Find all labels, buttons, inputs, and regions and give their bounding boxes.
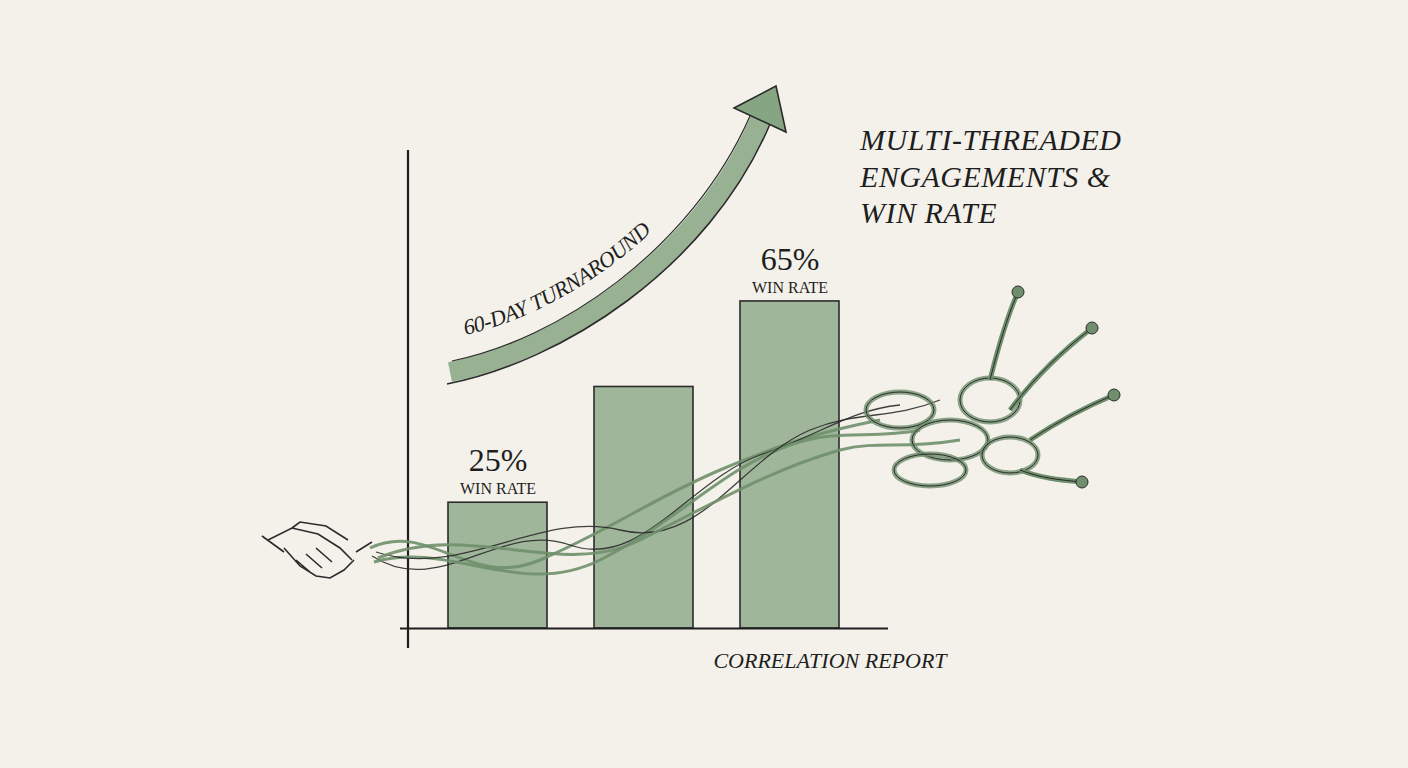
svg-text:WIN RATE: WIN RATE	[752, 279, 828, 296]
html-text:MULTI-THREADED ENGAGEMENTS & W: MULTI-THREADED ENGAGEMENTS & WIN RATE	[860, 123, 1122, 230]
svg-text:60-DAY TURNAROUND: 60-DAY TURNAROUND	[461, 217, 656, 340]
svg-text:65%: 65%	[761, 241, 820, 277]
svg-text:25%: 25%	[469, 442, 528, 478]
html-text:CORRELATION REPORT: CORRELATION REPORT	[713, 648, 947, 673]
svg-text:WIN RATE: WIN RATE	[460, 480, 536, 497]
